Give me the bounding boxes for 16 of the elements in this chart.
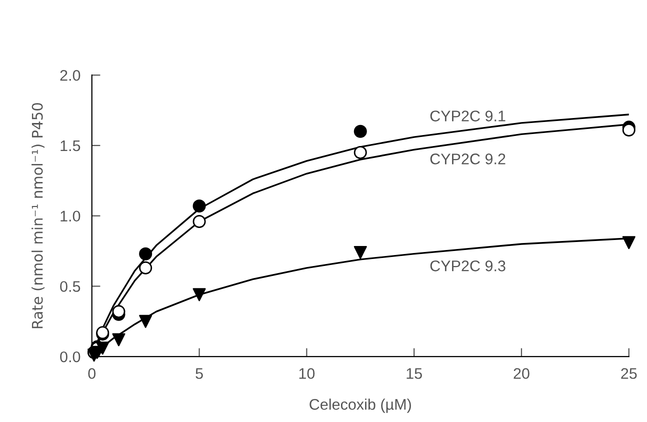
x-axis-title: Celecoxib (µM) (310, 398, 411, 413)
x-tick-label: 15 (406, 368, 422, 379)
x-tick-label: 10 (299, 368, 315, 379)
series-label: CYP2C 9.3 (430, 260, 506, 272)
x-tick-label: 20 (514, 368, 530, 379)
x-tick-label: 25 (621, 368, 637, 379)
y-tick-label: 2.0 (60, 70, 80, 81)
series-label: CYP2C 9.2 (430, 154, 506, 164)
y-axis-title: Rate (nmol min⁻¹ nmol⁻¹) P450 (32, 103, 45, 328)
y-tick-label: 0.5 (60, 281, 80, 292)
series-label: CYP2C 9.1 (430, 110, 506, 122)
x-tick-label: 5 (196, 368, 203, 379)
x-tick-label: 0 (88, 368, 96, 379)
y-tick-label: 1.0 (60, 210, 80, 222)
y-tick-label: 0.0 (60, 351, 80, 362)
y-tick-label: 1.5 (60, 140, 80, 152)
